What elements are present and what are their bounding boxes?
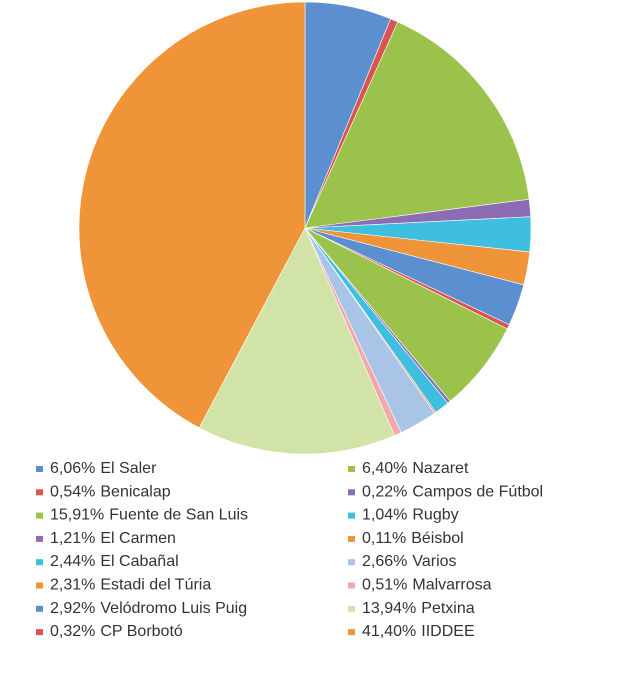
legend-value: 0,22% [362, 484, 407, 501]
legend-label: 13,94% Petxina [362, 600, 475, 617]
legend-marker [348, 512, 355, 519]
legend-label: 1,21% El Carmen [50, 530, 176, 547]
legend-name: Fuente de San Luis [109, 507, 248, 524]
legend-name: Nazaret [412, 460, 469, 477]
legend-value: 2,66% [362, 553, 407, 570]
legend-value: 1,04% [362, 507, 407, 524]
legend-name: CP Borbotó [100, 623, 183, 640]
legend-label: 0,51% Malvarrosa [362, 577, 492, 594]
legend-label: 0,22% Campos de Fútbol [362, 484, 543, 501]
legend-label: 2,31% Estadi del Túria [50, 577, 211, 594]
legend-value: 2,92% [50, 600, 95, 617]
legend-label: 0,11% Béisbol [362, 530, 464, 547]
legend-name: Varios [412, 553, 456, 570]
legend-marker [36, 559, 43, 566]
legend-marker [36, 512, 43, 519]
legend-marker [348, 559, 355, 566]
legend-name: Béisbol [411, 530, 463, 547]
legend-marker [36, 489, 43, 496]
legend-marker [348, 582, 355, 589]
legend-value: 2,44% [50, 553, 95, 570]
legend-name: Rugby [412, 507, 458, 524]
pie-slice [304, 21, 530, 229]
legend-label: 15,91% Fuente de San Luis [50, 507, 248, 524]
legend-value: 6,06% [50, 460, 95, 477]
legend-label: 0,32% CP Borbotó [50, 623, 183, 640]
legend-marker [348, 629, 355, 636]
legend-marker [36, 582, 43, 589]
legend-marker [36, 466, 43, 472]
legend-label: 2,92% Velódromo Luis Puig [50, 600, 247, 617]
legend-name: Campos de Fútbol [412, 484, 543, 501]
legend-name: El Saler [100, 460, 157, 477]
legend-marker [348, 535, 355, 542]
legend-marker [36, 605, 43, 612]
legend-label: 2,66% Varios [362, 553, 457, 570]
legend-marker [348, 466, 355, 472]
legend-marker [348, 605, 355, 612]
legend-name: El Cabañal [100, 553, 178, 570]
legend-name: Petxina [421, 600, 474, 617]
legend-label: 2,44% El Cabañal [50, 553, 179, 570]
legend-value: 0,32% [50, 623, 95, 640]
legend-value: 1,21% [50, 530, 95, 547]
legend-value: 0,54% [50, 484, 95, 501]
legend-name: Estadi del Túria [100, 577, 211, 594]
legend-value: 0,11% [362, 530, 406, 547]
legend-marker [36, 629, 43, 636]
legend-label: 0,54% Benicalap [50, 484, 171, 501]
legend-marker [36, 535, 43, 542]
legend-value: 15,91% [50, 507, 104, 524]
pie-slice [198, 227, 395, 455]
legend-label: 6,40% Nazaret [362, 460, 469, 477]
legend-value: 6,40% [362, 460, 407, 477]
legend-value: 13,94% [362, 600, 416, 617]
legend-marker [348, 489, 355, 496]
pie-slice [78, 1, 306, 429]
legend-label: 41,40% IIDDEE [362, 623, 475, 640]
legend-value: 2,31% [50, 577, 95, 594]
legend-name: IIDDEE [421, 623, 474, 640]
legend-name: Benicalap [100, 484, 170, 501]
legend-value: 0,51% [362, 577, 407, 594]
legend-label: 6,06% El Saler [50, 460, 157, 477]
legend-name: El Carmen [100, 530, 176, 547]
legend-label: 1,04% Rugby [362, 507, 459, 524]
legend-value: 41,40% [362, 623, 416, 640]
legend-name: Malvarrosa [412, 577, 491, 594]
legend-name: Velódromo Luis Puig [100, 600, 247, 617]
